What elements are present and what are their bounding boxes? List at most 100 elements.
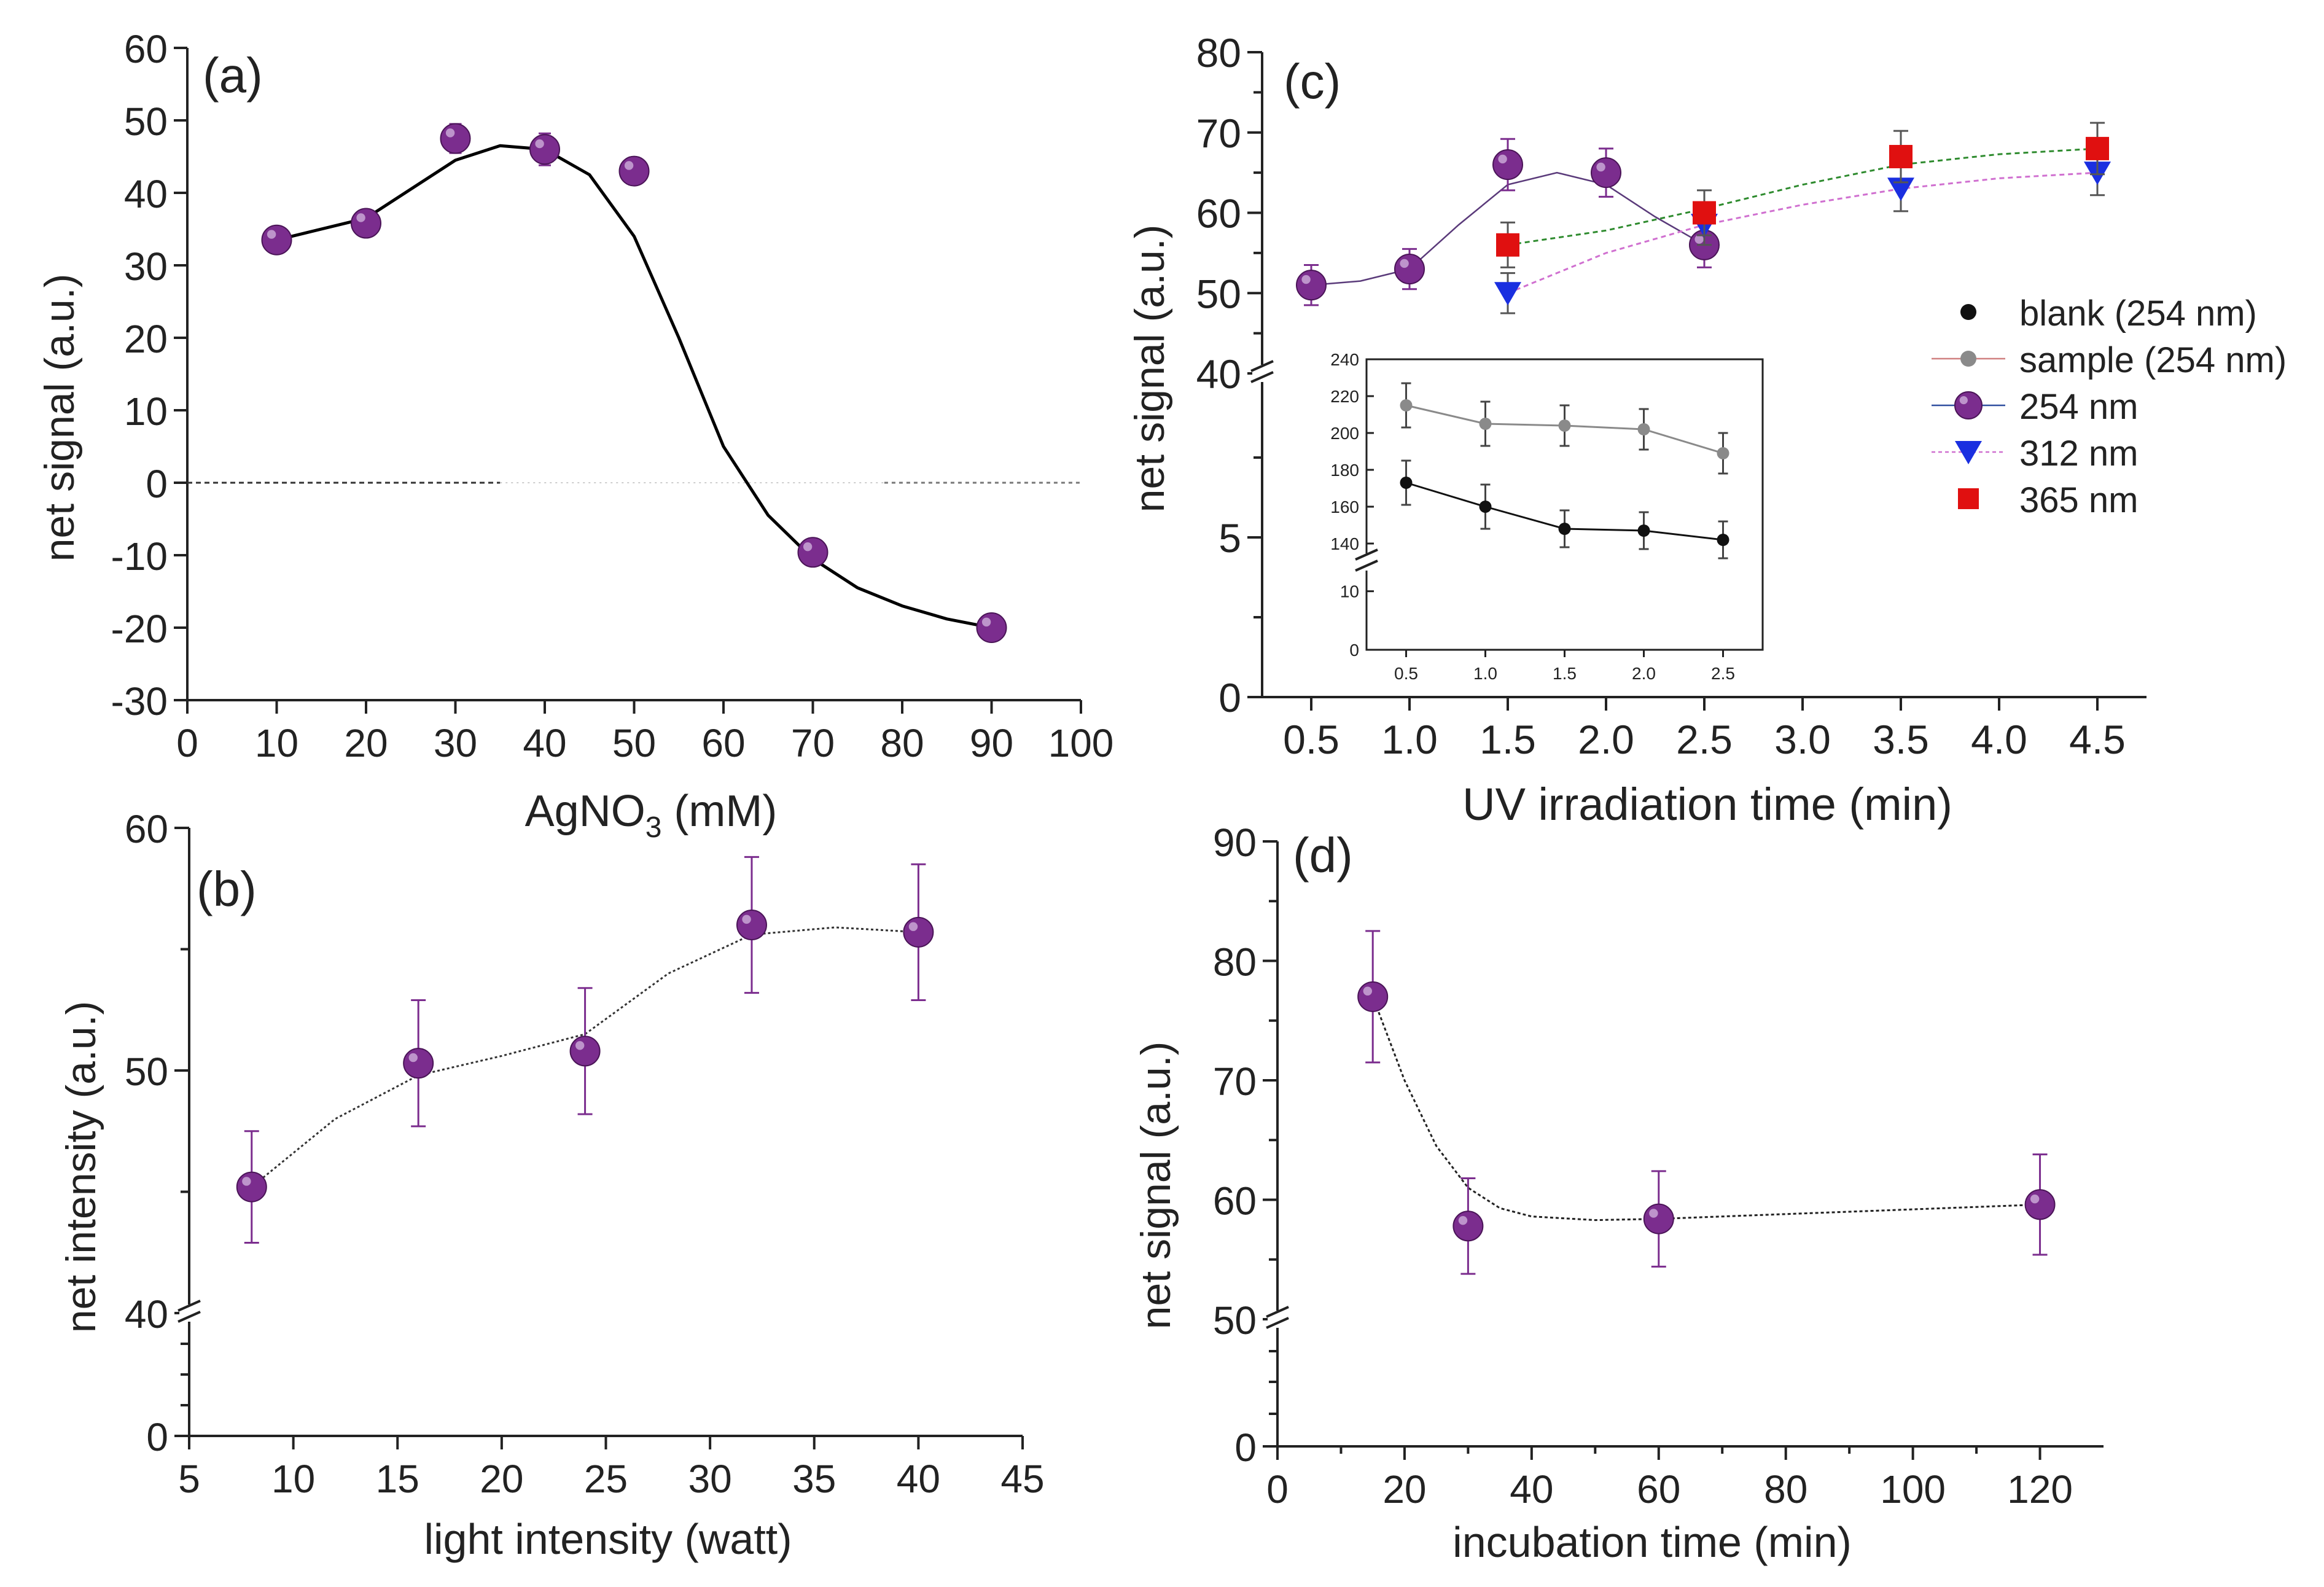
a-xtick-label: 0 xyxy=(176,721,198,765)
y-axis-label-d: net signal (a.u.) xyxy=(1133,1042,1179,1330)
axis-break-d-second xyxy=(1266,1317,1289,1329)
data-point-b-highlight xyxy=(575,1041,585,1050)
c-xtick-label: 2.5 xyxy=(1676,717,1733,762)
b-xtick-label: 40 xyxy=(897,1457,940,1501)
panel-label-b: (b) xyxy=(197,862,257,916)
b-xtick-label: 20 xyxy=(480,1457,523,1501)
y-tick-label-a: 40 xyxy=(124,172,168,216)
data-point-a xyxy=(351,208,381,239)
legend-c: blank (254 nm) sample (254 nm) 254 nm 312 n… xyxy=(1932,294,2287,520)
data-point-a xyxy=(529,134,560,165)
inset-point-blank xyxy=(1637,524,1650,537)
fit-curve-c-365 xyxy=(1507,147,2098,246)
b-xtick-label: 30 xyxy=(688,1457,732,1501)
d-xtick-label: 0 xyxy=(1266,1467,1289,1511)
a-xtick-label: 90 xyxy=(970,721,1013,765)
data-point-a-highlight xyxy=(445,128,455,138)
legend-marker-254 xyxy=(1954,391,1983,419)
panel-label-c: (c) xyxy=(1284,54,1341,109)
b-xtick-label: 5 xyxy=(178,1457,200,1501)
inset-y-tick-label: 220 xyxy=(1330,387,1359,406)
inset-y-tick-label: 240 xyxy=(1330,350,1359,369)
data-point-b-highlight xyxy=(408,1053,418,1063)
data-point-c-254-highlight xyxy=(1301,275,1311,284)
inset-background xyxy=(1317,356,1757,671)
y-tick-label-a: 60 xyxy=(124,27,168,71)
fit-curve-c-312 xyxy=(1507,171,2098,294)
data-point-a-highlight xyxy=(981,617,991,627)
inset-y-tick-label: 140 xyxy=(1330,534,1359,553)
inset-point-blank xyxy=(1558,523,1571,535)
a-xtick-label: 50 xyxy=(612,721,656,765)
axis-break-b-second xyxy=(177,1311,201,1323)
y-tick-label-a: -30 xyxy=(111,679,168,723)
y-axis-label-a: net signal (a.u.) xyxy=(36,274,83,562)
inset-c: 140 160 180 200 220 240 0 10 0.5 1.0 1.5 2.0 2.5 xyxy=(1317,350,1764,683)
fit-curve-b xyxy=(251,926,919,1188)
data-point-c-312 xyxy=(1887,177,1914,201)
y-axis-label-c: net signal (a.u.) xyxy=(1126,225,1173,513)
d-xtick-label: 40 xyxy=(1510,1467,1553,1511)
b-xtick-label: 25 xyxy=(584,1457,628,1501)
y-tick-label-a: 30 xyxy=(124,244,168,289)
a-xtick-label: 40 xyxy=(523,721,566,765)
data-point-d xyxy=(1357,981,1389,1012)
data-point-d-highlight xyxy=(1363,986,1372,996)
data-point-b-highlight xyxy=(908,922,918,931)
data-point-d xyxy=(2024,1189,2056,1220)
legend-marker-365 xyxy=(1958,488,1979,509)
inset-point-sample xyxy=(1558,419,1571,432)
y-tick-label-d: 80 xyxy=(1213,940,1257,985)
data-point-a xyxy=(440,123,471,154)
panel-a: (a) net signal (a.u.) AgNO3 (mM) -30 -20 -… xyxy=(36,27,1113,844)
y-axis-label-b: net intensity (a.u.) xyxy=(58,1001,104,1333)
x-axis-label-a-main: AgNO xyxy=(525,787,645,836)
data-point-c-254 xyxy=(1296,270,1327,301)
y-tick-label-b: 50 xyxy=(125,1050,168,1094)
data-point-a xyxy=(618,155,650,187)
legend-marker-sample xyxy=(1960,351,1976,367)
inset-axis-break xyxy=(1355,548,1378,561)
c-xtick-label: 4.5 xyxy=(2069,717,2126,762)
data-point-c-365 xyxy=(1889,144,1913,168)
a-xtick-label: 10 xyxy=(255,721,298,765)
legend-label: blank (254 nm) xyxy=(2019,294,2257,333)
data-point-c-365 xyxy=(1496,233,1519,257)
legend-label: 365 nm xyxy=(2019,480,2138,520)
a-xtick-label: 80 xyxy=(880,721,924,765)
d-xtick-label: 60 xyxy=(1637,1467,1680,1511)
data-point-a-highlight xyxy=(267,230,276,239)
axis-break-b xyxy=(177,1300,201,1312)
c-xtick-label: 1.5 xyxy=(1480,717,1536,762)
a-xtick-label: 20 xyxy=(344,721,388,765)
inset-point-sample xyxy=(1479,418,1492,430)
panel-d: (d) net signal (a.u.) incubation time (m… xyxy=(1133,821,2104,1566)
y-tick-label-c: 80 xyxy=(1196,30,1241,76)
b-xtick-label: 45 xyxy=(1000,1457,1044,1501)
y-tick-label-d: 50 xyxy=(1213,1298,1257,1343)
y-tick-label-a: -20 xyxy=(111,607,168,651)
a-xtick-label: 60 xyxy=(701,721,745,765)
panel-b: (b) net intensity (a.u.) light intensity… xyxy=(58,807,1045,1563)
y-tick-label-c: 60 xyxy=(1196,191,1241,236)
y-tick-label-a: 50 xyxy=(124,99,168,144)
inset-x-tick-label: 0.5 xyxy=(1394,664,1418,683)
data-point-a xyxy=(797,537,829,568)
c-xtick-label: 3.5 xyxy=(1873,717,1929,762)
legend-marker-312 xyxy=(1955,441,1982,464)
data-point-a-highlight xyxy=(535,139,544,149)
data-point-a xyxy=(976,612,1007,643)
inset-point-blank xyxy=(1717,534,1729,546)
inset-y-tick-label: 180 xyxy=(1330,461,1359,480)
x-axis-label-a: AgNO3 (mM) xyxy=(525,787,778,844)
y-tick-label-c: 40 xyxy=(1196,351,1241,397)
data-point-c-254-highlight xyxy=(1498,154,1507,164)
inset-point-sample xyxy=(1717,447,1729,459)
c-xtick-label: 2.0 xyxy=(1578,717,1634,762)
inset-y-tick-label: 160 xyxy=(1330,497,1359,517)
y-tick-label-c: 50 xyxy=(1196,271,1241,316)
inset-y-tick-label: 200 xyxy=(1330,424,1359,443)
y-tick-label-a: -10 xyxy=(111,534,168,579)
x-axis-label-a-rest: (mM) xyxy=(661,787,777,836)
